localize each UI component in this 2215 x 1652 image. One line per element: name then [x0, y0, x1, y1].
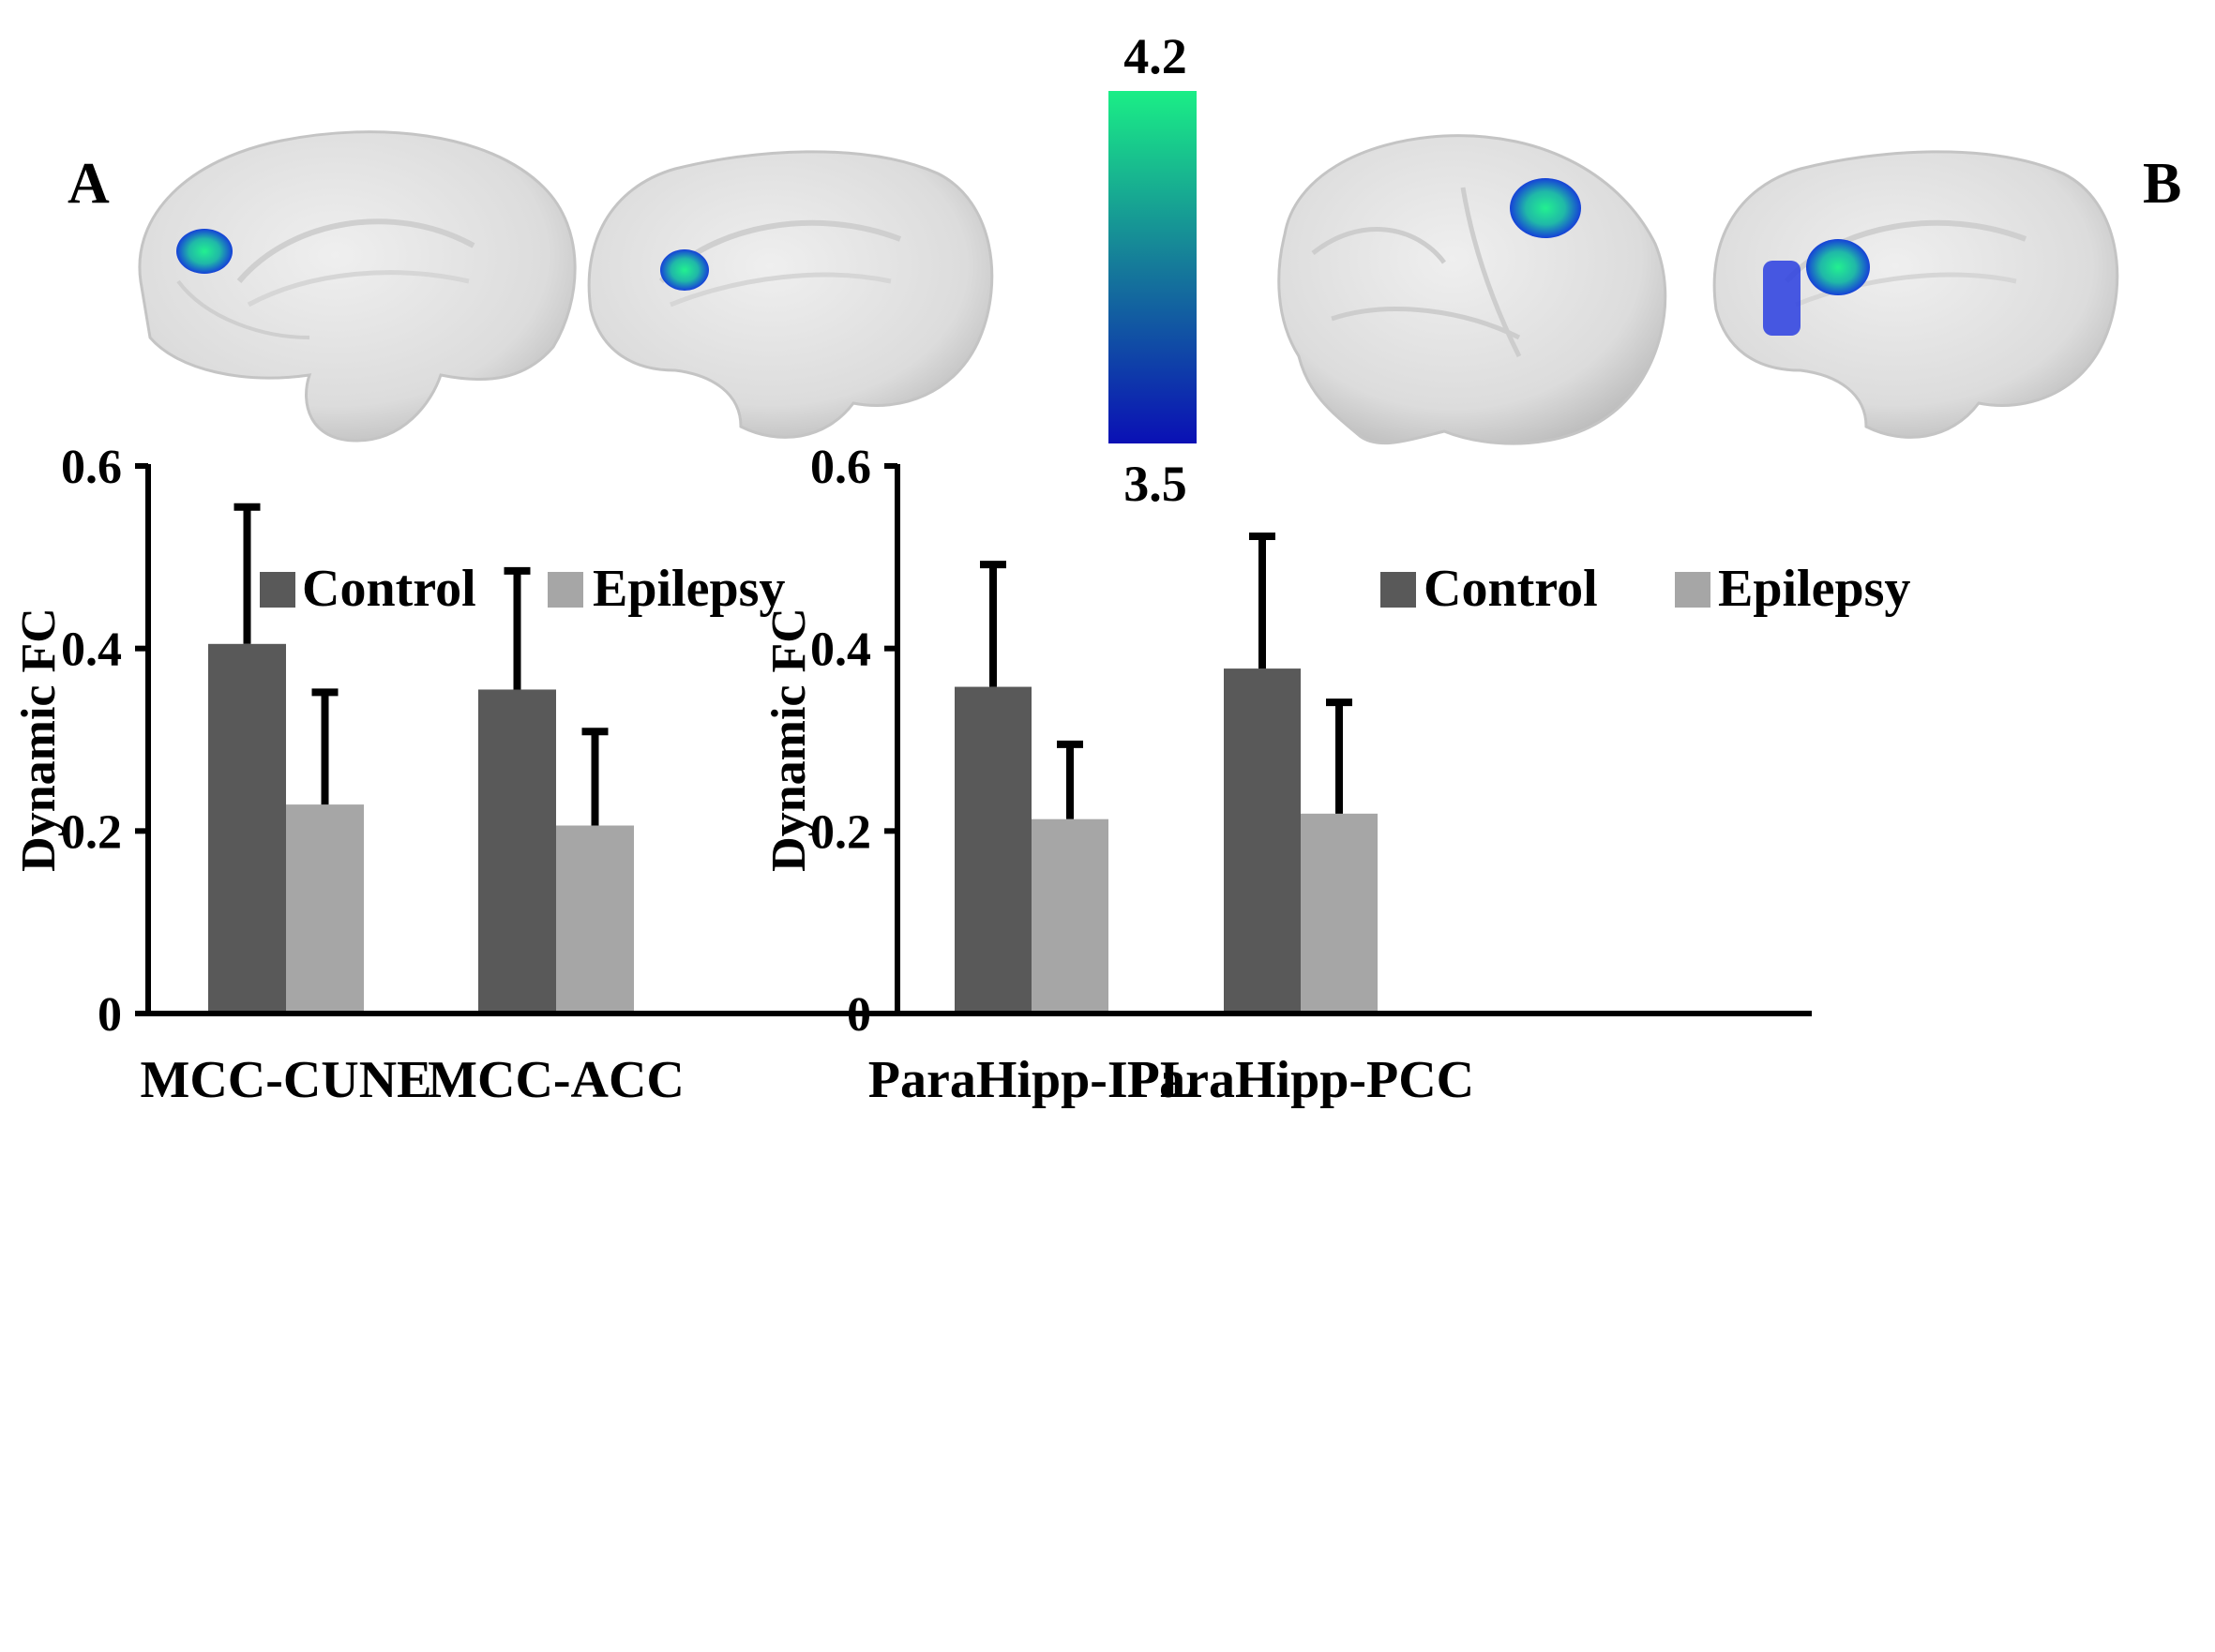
- bar-control-1: [208, 643, 286, 1014]
- category-label: MCC-ACC: [428, 1051, 685, 1109]
- brain-lateral-left-image: [1277, 134, 1667, 445]
- legend-b: Control Epilepsy: [1380, 560, 1910, 618]
- bar-control-1: [955, 686, 1032, 1014]
- bar-epilepsy-1: [286, 804, 364, 1014]
- category-label: ParaHipp-PCC: [1127, 1051, 1474, 1109]
- bar-epilepsy-1: [1032, 818, 1108, 1014]
- bar-control-2: [1224, 668, 1301, 1014]
- brain-medial-right-b-image: [1712, 150, 2119, 439]
- panel-b-letter: B: [2143, 152, 2181, 216]
- y-tick-label: 0.6: [810, 441, 871, 494]
- bar-epilepsy-2: [556, 825, 634, 1014]
- legend-a-epilepsy-swatch: [548, 572, 583, 608]
- legend-a: Control Epilepsy: [260, 560, 785, 618]
- brain-medial-right-image: [587, 150, 994, 439]
- legend-a-control-swatch: [260, 572, 295, 608]
- legend-a-control-label: Control: [302, 560, 476, 618]
- legend-a-epilepsy-label: Epilepsy: [593, 560, 785, 618]
- activation-blob-cune: [176, 229, 233, 274]
- category-label: ParaHipp-IPL: [868, 1051, 1195, 1109]
- legend-b-control-label: Control: [1424, 560, 1598, 618]
- y-tick-label: 0.2: [810, 805, 871, 859]
- activation-blob-acc: [660, 249, 709, 291]
- y-tick-label: 0.4: [61, 623, 122, 677]
- colorbar-min-label: 3.5: [1123, 456, 1187, 512]
- legend-b-epilepsy-swatch: [1675, 572, 1710, 608]
- activation-blob-pcc: [1806, 239, 1870, 295]
- activation-blob-ipl: [1510, 178, 1581, 238]
- category-label: MCC-CUNE: [140, 1051, 431, 1109]
- y-axis-title: Dynamic FC: [12, 608, 66, 872]
- y-tick-label: 0: [847, 988, 871, 1042]
- activation-blob-parahipp: [1763, 261, 1801, 336]
- legend-b-epilepsy-label: Epilepsy: [1718, 560, 1910, 618]
- bar-epilepsy-2: [1301, 813, 1378, 1014]
- panel-a-letter: A: [68, 152, 110, 216]
- colorbar: [1108, 91, 1197, 443]
- y-tick-label: 0: [98, 988, 122, 1042]
- y-tick-label: 0.4: [810, 623, 871, 677]
- legend-b-control-swatch: [1380, 572, 1416, 608]
- y-tick-label: 0.2: [61, 805, 122, 859]
- y-axis-title: Dynamic FC: [762, 608, 816, 872]
- brain-medial-left-image: [138, 130, 577, 443]
- y-tick-label: 0.6: [61, 441, 122, 494]
- colorbar-max-label: 4.2: [1123, 28, 1187, 84]
- bar-control-2: [478, 689, 556, 1014]
